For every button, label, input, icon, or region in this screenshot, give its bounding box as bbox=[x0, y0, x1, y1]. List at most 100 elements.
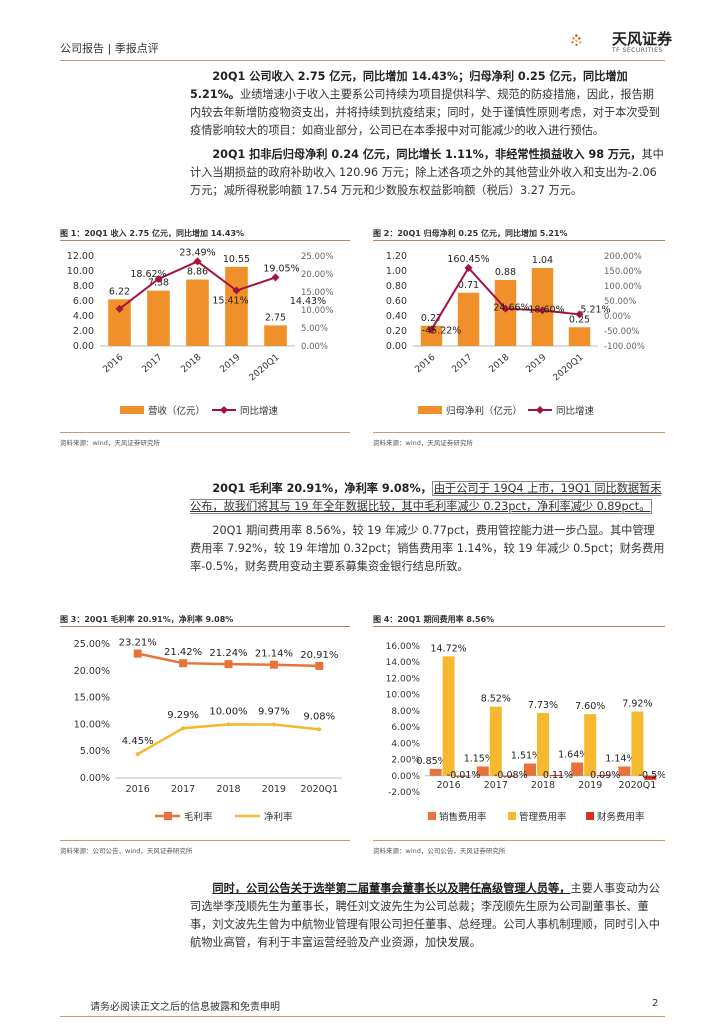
bar bbox=[442, 656, 455, 776]
y2-tick-label: 0.00% bbox=[301, 342, 328, 352]
bar bbox=[571, 762, 584, 776]
bar bbox=[550, 774, 562, 776]
x-tick-label: 2020Q1 bbox=[552, 353, 586, 384]
figure-4-source-rule bbox=[373, 840, 665, 841]
bar bbox=[489, 706, 502, 776]
paragraph-personnel: 同时，公司公告关于选举第二届董事会董事长以及聘任高级管理人员等，主要人事变动为公… bbox=[190, 882, 660, 949]
growth-label: 18.62% bbox=[130, 269, 166, 280]
footer-disclaimer: 请务必阅读正文之后的信息披露和免责申明 bbox=[90, 1002, 280, 1013]
figure-4-source: 资料来源：wind，公司公告，天风证券研究所 bbox=[373, 847, 506, 855]
legend-label: 归母净利（亿元） bbox=[446, 405, 522, 417]
growth-label: 23.49% bbox=[179, 247, 215, 258]
series-value-label: 21.42% bbox=[164, 647, 202, 658]
y-tick-label: 0.00 bbox=[386, 341, 407, 352]
series-point bbox=[271, 722, 276, 727]
y-tick-label: 2.00% bbox=[391, 756, 420, 766]
y-tick-label: 0.00% bbox=[80, 773, 110, 784]
series-value-label: 9.97% bbox=[258, 707, 290, 718]
series-point bbox=[224, 660, 233, 669]
growth-label: 5.21% bbox=[580, 304, 610, 315]
figure-1-source: 资料来源：wind，天风证券研究所 bbox=[60, 439, 160, 447]
y-tick-label: 20.00% bbox=[74, 666, 110, 677]
y-tick-label: 8.00 bbox=[73, 281, 94, 292]
series-point bbox=[226, 722, 231, 727]
growth-label: 18.60% bbox=[528, 304, 564, 315]
footer-divider bbox=[60, 1016, 665, 1017]
paragraph-net-profit: 20Q1 扣非后归母净利 0.24 亿元，同比增长 1.11%，非经常性损益收入… bbox=[190, 148, 664, 197]
bar-value-label: 0.11% bbox=[543, 770, 573, 781]
figure-2-rule bbox=[373, 240, 665, 241]
y-tick-label: 12.00 bbox=[67, 251, 94, 262]
y-tick-label: 4.00 bbox=[73, 311, 94, 322]
growth-label: -45.22% bbox=[422, 326, 462, 337]
bar bbox=[644, 775, 657, 780]
bar-value-label: 0.71 bbox=[458, 280, 479, 291]
legend-marker bbox=[164, 812, 172, 820]
series-point bbox=[181, 726, 186, 731]
growth-point bbox=[115, 304, 124, 313]
growth-point bbox=[538, 306, 547, 315]
growth-point bbox=[501, 304, 510, 313]
expense-chart: -2.00% 0.00% 2.00% 4.00% 6.00% 8.00% 10.00% 12.… bbox=[386, 642, 665, 823]
bar bbox=[455, 775, 468, 777]
y-tick-label: 0.60 bbox=[386, 296, 407, 307]
legend-swatch bbox=[586, 812, 594, 820]
y-tick-label: 15.00% bbox=[74, 693, 110, 704]
bar-value-label: 2.75 bbox=[265, 312, 286, 323]
y-tick-label: 8.00% bbox=[391, 707, 420, 717]
y2-tick-label: 25.00% bbox=[301, 252, 333, 262]
legend-label: 管理费用率 bbox=[519, 811, 567, 823]
x-tick-label: 2018 bbox=[531, 780, 555, 791]
legend-marker bbox=[536, 406, 544, 414]
series-value-label: 9.29% bbox=[167, 710, 199, 721]
page-number: 2 bbox=[652, 998, 659, 1009]
x-tick-label: 2017 bbox=[450, 353, 474, 375]
y-tick-label: 0.00% bbox=[391, 772, 420, 782]
growth-point bbox=[193, 257, 202, 266]
revenue-chart: 0.00 2.00 4.00 6.00 8.00 10.00 12.00 0.00% 5.00%… bbox=[67, 247, 334, 417]
y2-tick-label: 100.00% bbox=[604, 282, 642, 292]
y2-tick-label: 5.00% bbox=[301, 324, 328, 334]
y-tick-label: 16.00% bbox=[386, 642, 421, 652]
bar-value-label: 0.09% bbox=[590, 770, 620, 781]
figure-3-source: 资料来源：公司公告，wind，天风证券研究所 bbox=[60, 847, 193, 855]
x-tick-label: 2018 bbox=[216, 784, 240, 795]
legend-label: 财务费用率 bbox=[597, 811, 645, 823]
growth-label: 19.05% bbox=[263, 263, 299, 274]
legend-label: 净利率 bbox=[264, 811, 293, 823]
growth-point bbox=[575, 310, 584, 319]
bar bbox=[502, 775, 515, 777]
y-tick-label: 14.00% bbox=[386, 658, 421, 668]
series-value-label: 23.21% bbox=[119, 638, 157, 649]
x-tick-label: 2019 bbox=[578, 780, 602, 791]
bar-value-label: 1.15% bbox=[464, 753, 494, 764]
figure-1-source-rule bbox=[60, 432, 350, 433]
growth-label: 160.45% bbox=[447, 254, 489, 265]
bar bbox=[147, 290, 170, 346]
legend-swatch-bar bbox=[120, 406, 144, 414]
x-tick-label: 2020Q1 bbox=[300, 784, 338, 795]
legend-swatch bbox=[508, 812, 516, 820]
bar bbox=[429, 768, 442, 776]
bar bbox=[108, 299, 131, 346]
y2-tick-label: -50.00% bbox=[604, 327, 639, 337]
net-profit-chart: 0.00 0.20 0.40 0.60 0.80 1.00 1.20 -100.00% -50.… bbox=[386, 251, 645, 417]
bar bbox=[584, 714, 597, 776]
figure-3-rule bbox=[60, 626, 350, 627]
x-tick-label: 2020Q1 bbox=[619, 780, 657, 791]
bar-value-label: 7.38 bbox=[148, 278, 169, 289]
series-value-label: 20.91% bbox=[300, 650, 338, 661]
x-tick-label: 2019 bbox=[524, 352, 548, 375]
bar bbox=[524, 763, 536, 776]
bar-value-label: 1.04 bbox=[532, 255, 553, 266]
x-tick-label: 2019 bbox=[218, 352, 242, 375]
logo-en-text: TF SECURITIES bbox=[612, 47, 663, 54]
bar bbox=[476, 766, 489, 776]
bar-value-label: -0.01% bbox=[447, 770, 481, 781]
legend-label: 营收（亿元） bbox=[148, 405, 205, 417]
y2-tick-label: 15.00% bbox=[301, 288, 333, 298]
series-value-label: 21.24% bbox=[209, 648, 247, 659]
bar-value-label: 0.85% bbox=[417, 756, 447, 767]
figure-1-rule bbox=[60, 240, 350, 241]
bar bbox=[631, 711, 644, 776]
